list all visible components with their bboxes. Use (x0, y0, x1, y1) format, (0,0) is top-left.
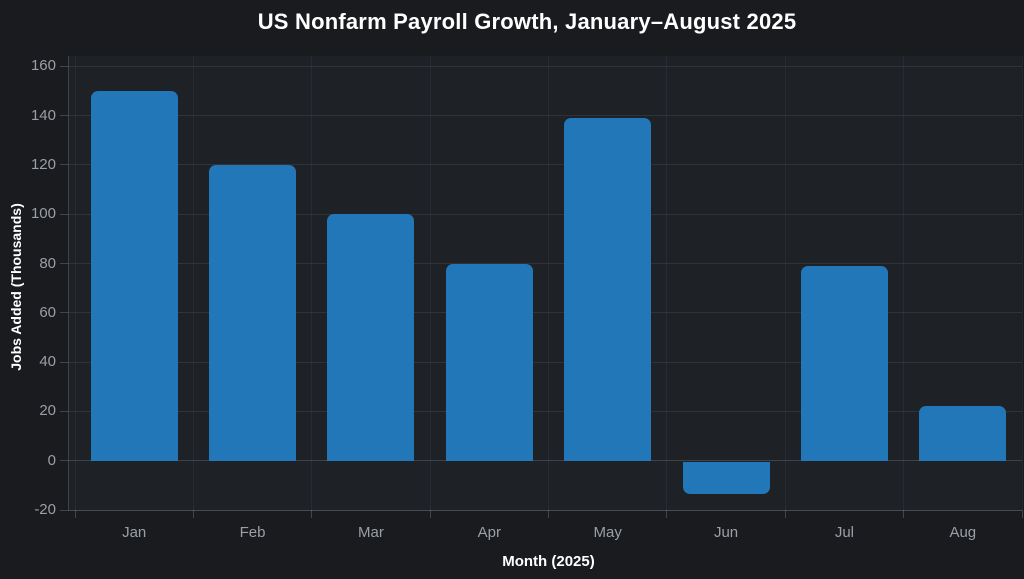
x-tick-label-jan: Jan (122, 524, 147, 541)
x-tick-5 (666, 510, 668, 518)
x-tick-label-mar: Mar (358, 524, 384, 541)
x-tick-4 (548, 510, 549, 518)
h-gridline-120 (68, 164, 1022, 166)
x-tick-2 (311, 510, 313, 518)
chart-title: US Nonfarm Payroll Growth, January–Augus… (257, 9, 797, 34)
y-tick--20 (60, 509, 68, 511)
x-tick-6 (784, 510, 786, 518)
y-tick-label-100: 100 (30, 205, 56, 223)
x-tick-3 (429, 510, 431, 518)
y-tick-label-60: 60 (39, 303, 56, 321)
x-axis-line (68, 510, 1022, 511)
x-tick-label-aug: Aug (949, 524, 977, 541)
y-tick-label-120: 120 (30, 155, 56, 173)
bar-aug (919, 406, 1007, 461)
y-tick-140 (60, 115, 68, 117)
x-tick-label-may: May (593, 524, 622, 541)
bar-feb (209, 164, 297, 461)
v-gridline-0 (74, 56, 76, 510)
x-axis-title: Month (2025) (502, 553, 595, 570)
y-tick-100 (60, 213, 68, 215)
v-gridline-2 (311, 56, 313, 510)
x-tick-0 (74, 510, 76, 518)
bar-may (564, 118, 652, 461)
y-tick-60 (60, 312, 68, 314)
y-tick-label-40: 40 (39, 353, 56, 371)
bar-apr (445, 263, 533, 461)
x-tick-label-jul: Jul (834, 524, 855, 541)
y-tick-label-160: 160 (30, 57, 56, 75)
h-gridline-160 (68, 65, 1022, 67)
v-gridline-6 (784, 56, 786, 510)
y-tick-120 (60, 164, 68, 166)
h-gridline-80 (68, 263, 1022, 265)
v-gridline-3 (429, 56, 431, 510)
v-gridline-7 (903, 56, 905, 510)
y-tick-40 (60, 361, 68, 363)
h-gridline-100 (68, 213, 1022, 215)
y-tick-20 (60, 410, 68, 412)
bar-jan (90, 90, 178, 461)
v-gridline-5 (666, 56, 668, 510)
y-tick-label--20: -20 (34, 501, 56, 518)
y-tick-0 (60, 460, 68, 462)
h-gridline-20 (68, 410, 1022, 412)
v-gridline-1 (192, 56, 194, 510)
x-tick-7 (903, 510, 905, 518)
y-axis-line (68, 56, 69, 511)
bar-jul (800, 265, 888, 461)
y-axis-title: Jobs Added (Thousands) (8, 203, 24, 371)
v-gridline-8 (1021, 56, 1023, 510)
h-gridline-60 (68, 312, 1022, 314)
bar-jun (682, 461, 770, 494)
x-tick-label-feb: Feb (239, 524, 266, 541)
x-tick-1 (192, 510, 194, 518)
y-tick-label-0: 0 (47, 451, 56, 469)
x-tick-label-apr: Apr (477, 524, 501, 541)
y-tick-label-20: 20 (39, 402, 56, 420)
y-tick-160 (60, 65, 68, 67)
v-gridline-4 (548, 56, 549, 510)
plot-area (68, 56, 1023, 511)
y-tick-label-80: 80 (39, 254, 56, 272)
h-gridline-140 (68, 115, 1022, 117)
y-tick-80 (60, 263, 68, 265)
bar-mar (327, 214, 415, 461)
x-tick-8 (1021, 510, 1023, 518)
x-tick-label-jun: Jun (713, 524, 739, 541)
h-gridline-40 (68, 361, 1022, 363)
h-gridline-0 (68, 460, 1022, 462)
y-tick-label-140: 140 (30, 106, 56, 124)
h-gridline--20 (68, 509, 1022, 511)
